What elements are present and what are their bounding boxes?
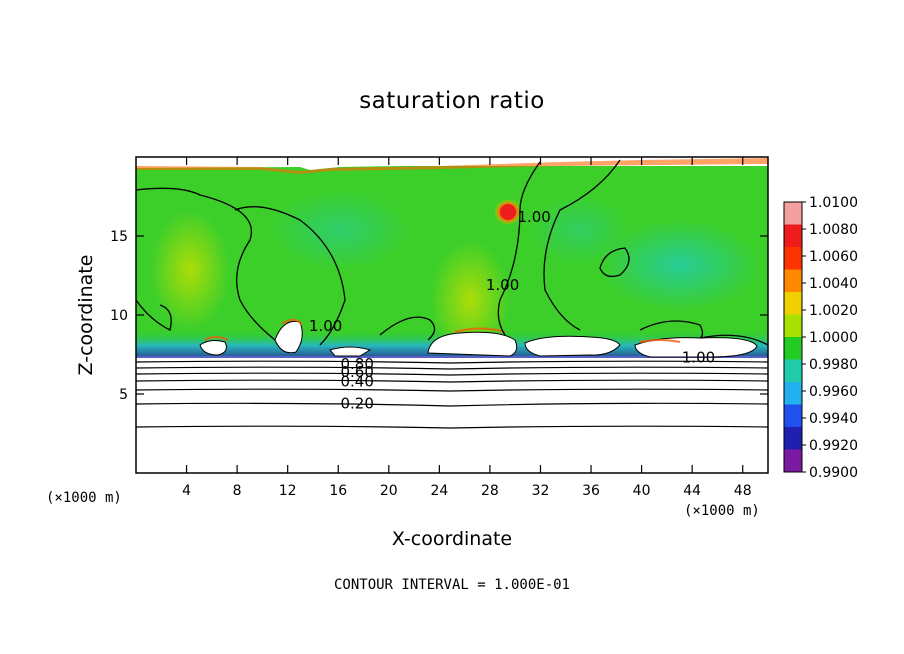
colorbar-swatch [784,337,802,360]
colorbar-swatch [784,359,802,383]
colorbar-swatch [784,427,802,450]
colorbar-swatch [784,224,802,248]
x-axis-label: X-coordinate [391,528,513,550]
colorbar-swatch [784,247,802,270]
x-tick-label: 8 [233,483,242,499]
contour-label: 0.80 [340,355,373,373]
colorbar-swatch [784,269,802,293]
colorbar-swatch [784,382,802,405]
chart-title: saturation ratio [359,88,545,114]
contour-label: 1.00 [682,349,715,367]
contour-interval-note: CONTOUR INTERVAL = 1.000E-01 [333,577,570,593]
y-tick-label: 15 [110,229,128,245]
y-tick-label: 10 [110,308,128,324]
colorbar-label: 0.9920 [809,438,858,454]
x-tick-label: 24 [430,483,448,499]
contour-label: 1.00 [309,317,342,335]
colorbar-label: 0.9940 [809,411,858,427]
lower-contours [136,360,768,429]
colorbar-swatch [784,314,802,338]
saturation-field [136,157,768,473]
x-tick-label: 28 [481,483,499,499]
colorbar-label: 0.9980 [809,357,858,373]
y-tick-label: 5 [119,387,128,403]
contour-label: 0.60 [340,363,373,381]
colorbar-label: 1.0100 [809,195,858,211]
x-tick-label: 36 [582,483,600,499]
contour-labels: 1.00 1.00 1.00 1.00 0.800.600.40 0.20 [309,208,715,412]
x-tick-label: 4 [182,483,191,499]
colorbar-label: 1.0020 [809,303,858,319]
x-tick-label: 48 [734,483,752,499]
colorbar-swatch [784,292,802,315]
x-tick-label: 32 [532,483,550,499]
x-tick-label: 12 [279,483,297,499]
x-tick-label: 44 [683,483,701,499]
contour-label: 1.00 [517,208,550,226]
colorbar-label: 1.0000 [809,330,858,346]
x-tick-label: 16 [329,483,347,499]
colorbar-label: 0.9900 [809,465,858,481]
colorbar-swatch [784,202,802,225]
colorbar-swatch [784,404,802,428]
colorbar-label: 1.0060 [809,249,858,265]
x-tick-label: 20 [380,483,398,499]
colorbar: 1.0100 1.0080 1.0060 1.0040 1.0020 1.0000 0.99… [783,195,858,481]
colorbar-swatch [784,449,802,473]
x-unit-label: (×1000 m) [684,503,760,519]
colorbar-label: 1.0040 [809,276,858,292]
colorbar-label: 0.9960 [809,384,858,400]
contour-label: 0.40 [340,372,373,390]
z-unit-label: (×1000 m) [46,490,122,506]
y-axis: 5 10 15 [110,229,768,403]
colorbar-label: 1.0080 [809,222,858,238]
x-tick-label: 40 [633,483,651,499]
contour-label: 1.00 [486,276,519,294]
x-axis: 4 8 12 16 20 24 28 32 36 40 44 48 [182,157,752,499]
contour-label: 0.20 [340,394,373,412]
